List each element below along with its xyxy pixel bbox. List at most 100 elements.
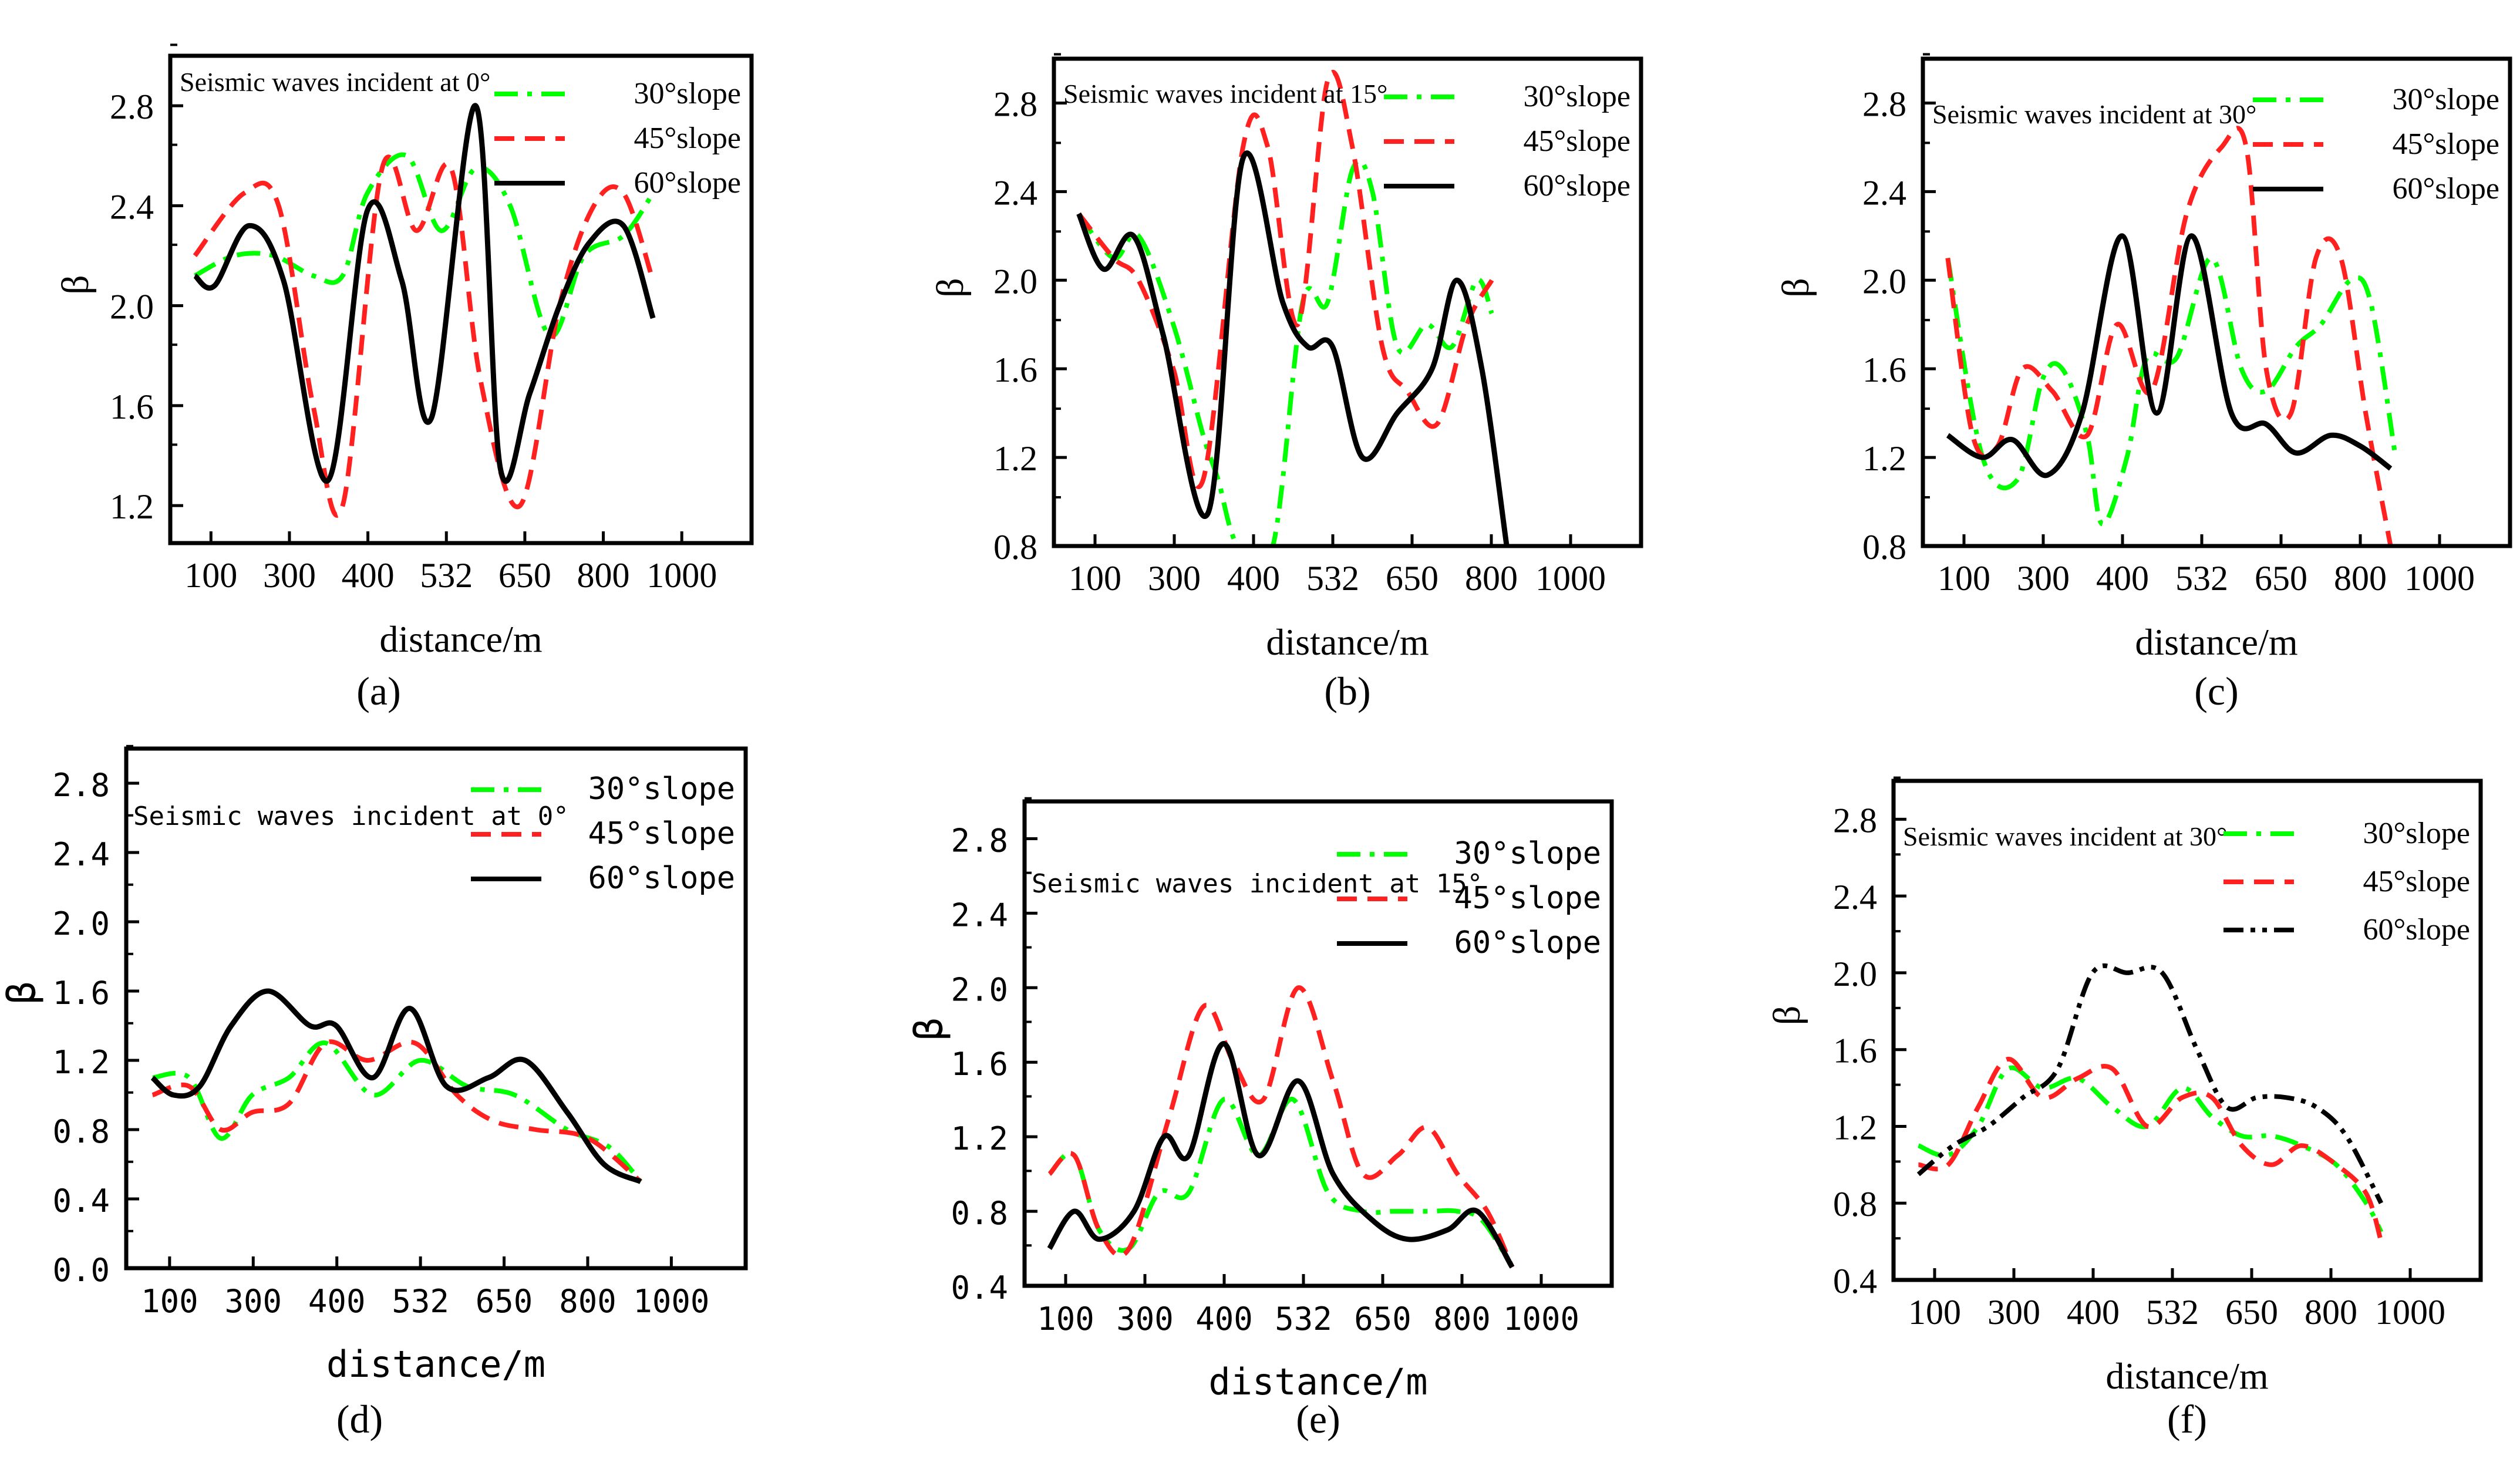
plot-frame-c	[1921, 56, 2512, 548]
x-tick-label-b-5: 800	[1465, 559, 1518, 598]
y-tick-label-b-0: 0.8	[993, 528, 1037, 567]
y-tick-label-a-3: 2.4	[110, 187, 154, 226]
legend-label-d-s60: 60°slope	[588, 861, 735, 896]
y-tick-label-a-2: 2.0	[110, 288, 154, 326]
x-tick-label-f-2: 400	[2067, 1293, 2120, 1332]
series-line-d-s30	[152, 1040, 643, 1184]
x-tick-label-d-5: 800	[559, 1283, 616, 1320]
plot-frame-a	[168, 53, 754, 545]
y-tick-label-c-1: 1.2	[1862, 439, 1906, 478]
x-axis-label-e: distance/m	[1208, 1360, 1427, 1403]
x-tick-label-f-0: 100	[1908, 1293, 1961, 1332]
x-tick-label-b-6: 1000	[1535, 559, 1606, 598]
series-line-f-s60	[1916, 963, 2384, 1205]
x-axis-label-b: distance/m	[1266, 621, 1429, 663]
y-tick-label-c-2: 1.6	[1862, 351, 1906, 389]
legend-label-f-s60: 60°slope	[2363, 913, 2470, 946]
annotation-d: Seismic waves incident at 0°	[133, 801, 569, 831]
y-tick-label-f-4: 2.0	[1833, 955, 1877, 993]
y-tick-label-e-5: 2.4	[951, 897, 1008, 934]
panel-caption-c: (c)	[2194, 669, 2238, 713]
y-axis-label-b: β	[929, 278, 972, 298]
legend-label-f-s45: 45°slope	[2363, 865, 2470, 898]
series-line-c-s60	[1946, 233, 2393, 479]
x-axis-label-f: distance/m	[2105, 1355, 2268, 1397]
y-axis-label-d: β	[0, 981, 45, 1005]
x-tick-label-c-5: 800	[2334, 559, 2387, 598]
panel-b: 0.8 1.2 1.6 2.0 2.4 2.8 100 300 400 532 650 800 1000…	[929, 53, 1643, 713]
y-tick-label-d-5: 2.0	[52, 905, 110, 942]
x-tick-label-f-6: 1000	[2375, 1293, 2445, 1332]
x-tick-label-c-0: 100	[1938, 559, 1990, 598]
x-tick-label-d-1: 300	[225, 1283, 282, 1320]
legend-label-e-s60: 60°slope	[1454, 925, 1601, 961]
series-line-d-s45	[151, 1039, 642, 1184]
legend-label-d-s30: 30°slope	[588, 771, 735, 807]
plot-frame-d	[124, 746, 748, 1271]
legend-label-e-s30: 30°slope	[1454, 836, 1601, 871]
series-line-b-s60	[1076, 150, 1510, 546]
series-line-f-s45	[1918, 1057, 2384, 1242]
panel-caption-a: (a)	[356, 669, 400, 713]
y-tick-label-e-3: 1.6	[951, 1046, 1008, 1083]
series-line-e-s45	[1047, 985, 1515, 1268]
panel-caption-b: (b)	[1324, 669, 1370, 713]
x-tick-label-b-0: 100	[1069, 559, 1121, 598]
annotation-e: Seismic waves incident at 15°	[1032, 869, 1483, 899]
y-tick-label-b-5: 2.8	[993, 85, 1037, 123]
y-tick-label-b-2: 1.6	[993, 351, 1037, 389]
series-line-b-s45	[1077, 69, 1494, 489]
y-axis-label-f: β	[1766, 1006, 1808, 1026]
y-tick-label-a-1: 1.6	[110, 388, 154, 426]
y-axis-label-e: β	[907, 1017, 952, 1041]
x-tick-label-a-3: 532	[420, 556, 473, 595]
series-line-e-s30	[1047, 1097, 1514, 1269]
legend-label-d-s45: 45°slope	[588, 816, 735, 851]
x-tick-label-d-6: 1000	[633, 1283, 709, 1320]
y-axis-label-a: β	[54, 275, 97, 295]
y-tick-label-f-0: 0.4	[1833, 1262, 1877, 1300]
y-tick-label-a-4: 2.8	[110, 87, 154, 126]
y-axis-label-c: β	[1774, 278, 1817, 298]
x-tick-label-e-2: 400	[1195, 1300, 1253, 1337]
plot-frame-b	[1052, 56, 1643, 548]
x-tick-label-f-3: 532	[2146, 1293, 2199, 1332]
annotation-f: Seismic waves incident at 30°	[1903, 821, 2227, 851]
panel-f: 0.4 0.8 1.2 1.6 2.0 2.4 2.8 100 300 400 532 650 800 1…	[1766, 776, 2483, 1441]
y-tick-label-c-4: 2.4	[1862, 173, 1906, 212]
series-line-a-s30	[194, 152, 655, 339]
y-tick-label-f-1: 0.8	[1833, 1185, 1877, 1224]
x-tick-label-b-3: 532	[1306, 559, 1359, 598]
annotation-c: Seismic waves incident at 30°	[1932, 99, 2256, 129]
series-line-c-s45	[1945, 126, 2393, 546]
y-tick-label-f-5: 2.4	[1833, 878, 1877, 916]
series-line-b-s30	[1077, 158, 1494, 546]
x-tick-label-c-6: 1000	[2404, 559, 2475, 598]
y-tick-label-b-3: 2.0	[993, 262, 1037, 301]
y-tick-label-d-7: 2.8	[52, 767, 110, 804]
panel-c: 0.8 1.2 1.6 2.0 2.4 2.8 100 300 400 532 650 800 1000…	[1774, 53, 2512, 713]
legend-label-a-s45: 45°slope	[634, 122, 741, 155]
annotation-b: Seismic waves incident at 15°	[1063, 79, 1387, 109]
panel-caption-d: (d)	[336, 1397, 383, 1441]
x-tick-label-c-2: 400	[2096, 559, 2149, 598]
y-tick-label-b-1: 1.2	[993, 439, 1037, 478]
legend-label-c-s30: 30°slope	[2392, 83, 2499, 116]
y-tick-label-e-4: 2.0	[951, 971, 1008, 1008]
x-tick-label-f-1: 300	[1987, 1293, 2040, 1332]
y-tick-label-b-4: 2.4	[993, 173, 1037, 212]
y-tick-label-e-0: 0.4	[951, 1269, 1008, 1306]
x-tick-label-d-0: 100	[141, 1283, 198, 1320]
x-tick-label-b-2: 400	[1227, 559, 1280, 598]
y-tick-label-e-6: 2.8	[951, 822, 1008, 859]
y-tick-label-d-0: 0.0	[52, 1252, 110, 1289]
plot-frame-f	[1891, 779, 2483, 1282]
x-tick-label-a-1: 300	[263, 556, 316, 595]
y-tick-label-d-1: 0.4	[52, 1182, 110, 1219]
legend-label-b-s60: 60°slope	[1523, 169, 1630, 203]
x-tick-label-f-4: 650	[2225, 1293, 2278, 1332]
y-tick-label-e-2: 1.2	[951, 1120, 1008, 1157]
series-line-f-s30	[1917, 1065, 2384, 1234]
x-tick-label-a-4: 650	[498, 556, 551, 595]
